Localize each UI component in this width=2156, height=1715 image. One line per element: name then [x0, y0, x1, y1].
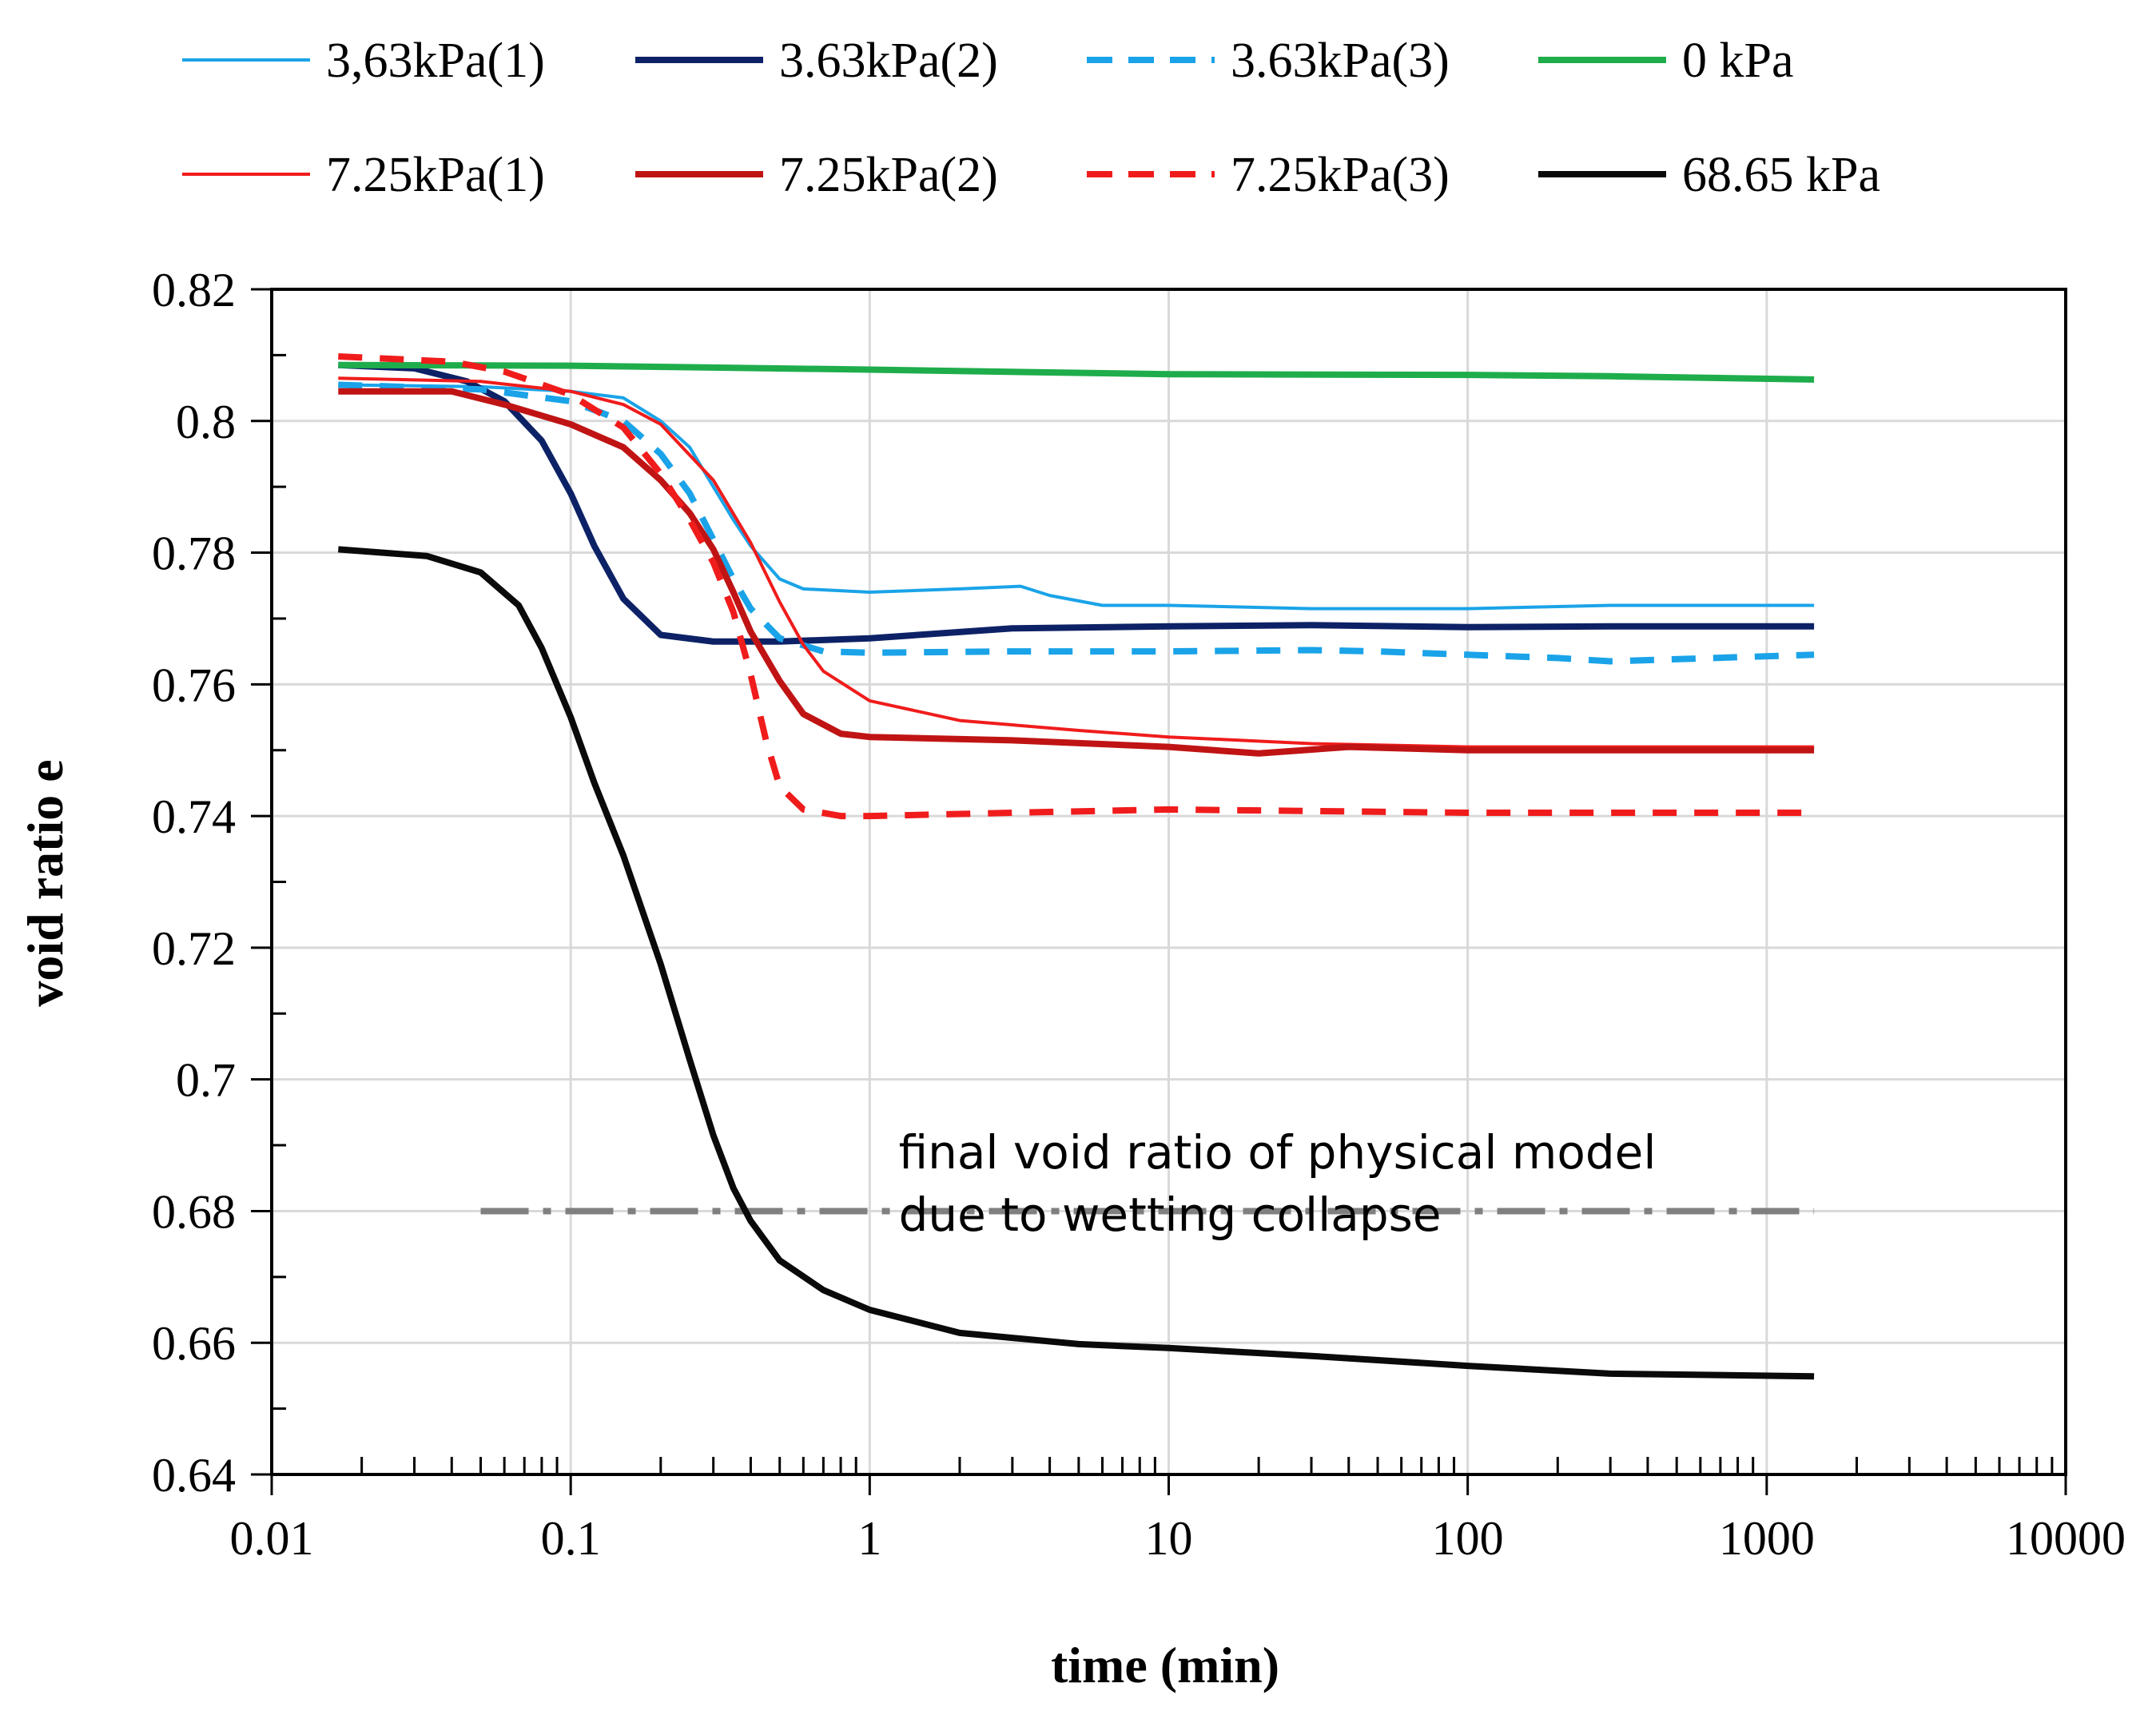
y-tick-label-4: 0.72: [152, 922, 236, 975]
y-tick-label-1: 0.66: [152, 1317, 236, 1370]
x-tick-label-1: 0.1: [541, 1512, 601, 1565]
legend-label-0: 3,63kPa(1): [326, 34, 545, 88]
y-tick-label-2: 0.68: [152, 1185, 236, 1238]
series-line-5: [338, 388, 1815, 757]
y-tick-label-0: 0.64: [152, 1449, 236, 1502]
annotation: final void ratio of physical model due to…: [899, 1125, 1657, 1242]
legend-label-1: 3.63kPa(2): [779, 34, 998, 88]
legend-label-2: 3.63kPa(3): [1231, 34, 1450, 88]
x-axis-title: time (min): [1051, 1637, 1279, 1693]
y-tick-label-6: 0.76: [152, 659, 236, 711]
x-tick-label-5: 1000: [1719, 1512, 1815, 1565]
legend-label-5: 7.25kPa(2): [779, 148, 998, 202]
y-tick-label-7: 0.78: [152, 527, 236, 580]
series-line-1: [338, 361, 1815, 645]
legend-label-3: 0 kPa: [1682, 34, 1794, 88]
legend-label-7: 68.65 kPa: [1682, 148, 1880, 202]
x-tick-label-4: 100: [1432, 1512, 1504, 1565]
series-line-0: [338, 383, 1815, 611]
series-line-4: [338, 376, 1815, 749]
x-tick-label-0: 0.01: [230, 1512, 314, 1565]
y-axis-title: void ratio e: [17, 759, 74, 1006]
y-tick-label-9: 0.82: [152, 264, 236, 316]
y-tick-label-3: 0.7: [176, 1054, 236, 1107]
annotation-line-1: due to wetting collapse: [899, 1188, 1442, 1242]
tick-labels: 0.64 0.66 0.68 0.7 0.72 0.74 0.76 0.78 0.8 0.82 0.…: [152, 264, 2126, 1565]
series-group: [338, 353, 1815, 1380]
y-tick-label-5: 0.74: [152, 790, 236, 843]
ticks: [251, 288, 2067, 1495]
x-tick-label-6: 10000: [2006, 1512, 2126, 1565]
y-tick-label-8: 0.8: [176, 396, 236, 448]
legend-label-4: 7.25kPa(1): [326, 148, 545, 202]
x-tick-label-2: 1: [857, 1512, 881, 1565]
legend: 3,63kPa(1) 3.63kPa(2) 3.63kPa(3) 0 kPa 7.25k…: [182, 34, 1880, 202]
annotation-line-0: final void ratio of physical model: [899, 1125, 1657, 1180]
legend-label-6: 7.25kPa(3): [1231, 148, 1450, 202]
series-line-7: [338, 546, 1815, 1380]
x-tick-label-3: 10: [1145, 1512, 1193, 1565]
series-line-3: [338, 361, 1815, 383]
